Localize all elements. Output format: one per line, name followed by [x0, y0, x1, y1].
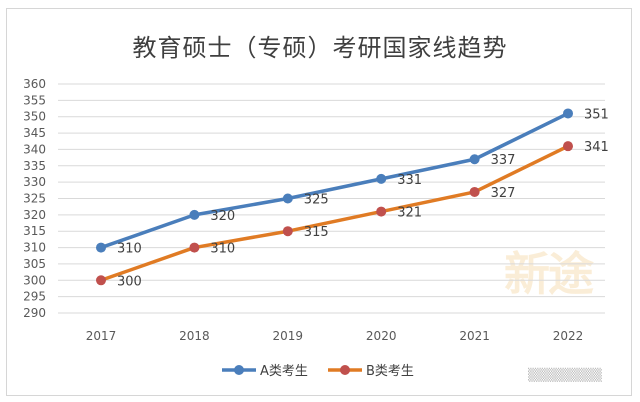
y-tick-label: 330 — [23, 175, 46, 189]
y-tick-label: 345 — [23, 126, 46, 140]
y-tick-label: 360 — [23, 77, 46, 91]
x-tick-label: 2018 — [179, 329, 210, 343]
data-label: 320 — [210, 209, 235, 224]
data-label: 300 — [117, 274, 142, 289]
legend-label: A类考生 — [260, 364, 308, 379]
x-tick-label: 2021 — [459, 329, 490, 343]
legend-swatch-marker — [234, 365, 244, 375]
y-tick-label: 350 — [23, 110, 46, 124]
watermark-logo: 新途 — [504, 247, 594, 301]
data-point — [282, 226, 293, 237]
y-tick-label: 355 — [23, 93, 46, 107]
data-point — [189, 209, 200, 220]
chart-title: 教育硕士（专硕）考研国家线趋势 — [132, 34, 508, 62]
data-label: 341 — [584, 140, 609, 155]
data-label: 310 — [210, 242, 235, 257]
y-tick-label: 290 — [23, 306, 46, 320]
x-tick-label: 2019 — [273, 329, 304, 343]
y-tick-label: 315 — [23, 224, 46, 238]
y-tick-label: 320 — [23, 208, 46, 222]
data-point — [282, 193, 293, 204]
data-point — [469, 186, 480, 197]
legend-swatch-marker — [340, 365, 350, 375]
x-tick-label: 2022 — [553, 329, 584, 343]
data-point — [469, 154, 480, 165]
data-label: 337 — [491, 153, 516, 168]
y-tick-label: 305 — [23, 257, 46, 271]
data-label: 331 — [397, 173, 422, 188]
x-tick-label: 2020 — [366, 329, 397, 343]
series-line-0 — [100, 111, 569, 250]
series-line-1 — [100, 144, 569, 282]
y-tick-label: 310 — [23, 241, 46, 255]
data-point — [563, 141, 573, 152]
data-point — [563, 108, 573, 119]
data-point — [96, 242, 106, 253]
y-tick-label: 295 — [23, 290, 46, 304]
data-label: 327 — [491, 186, 516, 201]
data-point — [376, 173, 387, 184]
data-label: 325 — [304, 193, 329, 208]
data-label: 321 — [397, 206, 422, 221]
y-tick-label: 340 — [23, 142, 46, 156]
data-label: 310 — [117, 242, 142, 257]
y-tick-label: 300 — [23, 273, 46, 287]
watermark-corner-text: ▒▒▒▒▒▒▒▒ — [528, 368, 602, 382]
y-tick-label: 335 — [23, 159, 46, 173]
data-label: 315 — [304, 225, 329, 240]
chart-frame — [6, 8, 632, 396]
data-point — [376, 206, 387, 217]
data-point — [189, 242, 200, 253]
data-label: 351 — [584, 107, 609, 122]
x-tick-label: 2017 — [86, 329, 117, 343]
data-point — [96, 275, 106, 286]
y-tick-label: 325 — [23, 192, 46, 206]
legend-label: B类考生 — [366, 364, 414, 379]
